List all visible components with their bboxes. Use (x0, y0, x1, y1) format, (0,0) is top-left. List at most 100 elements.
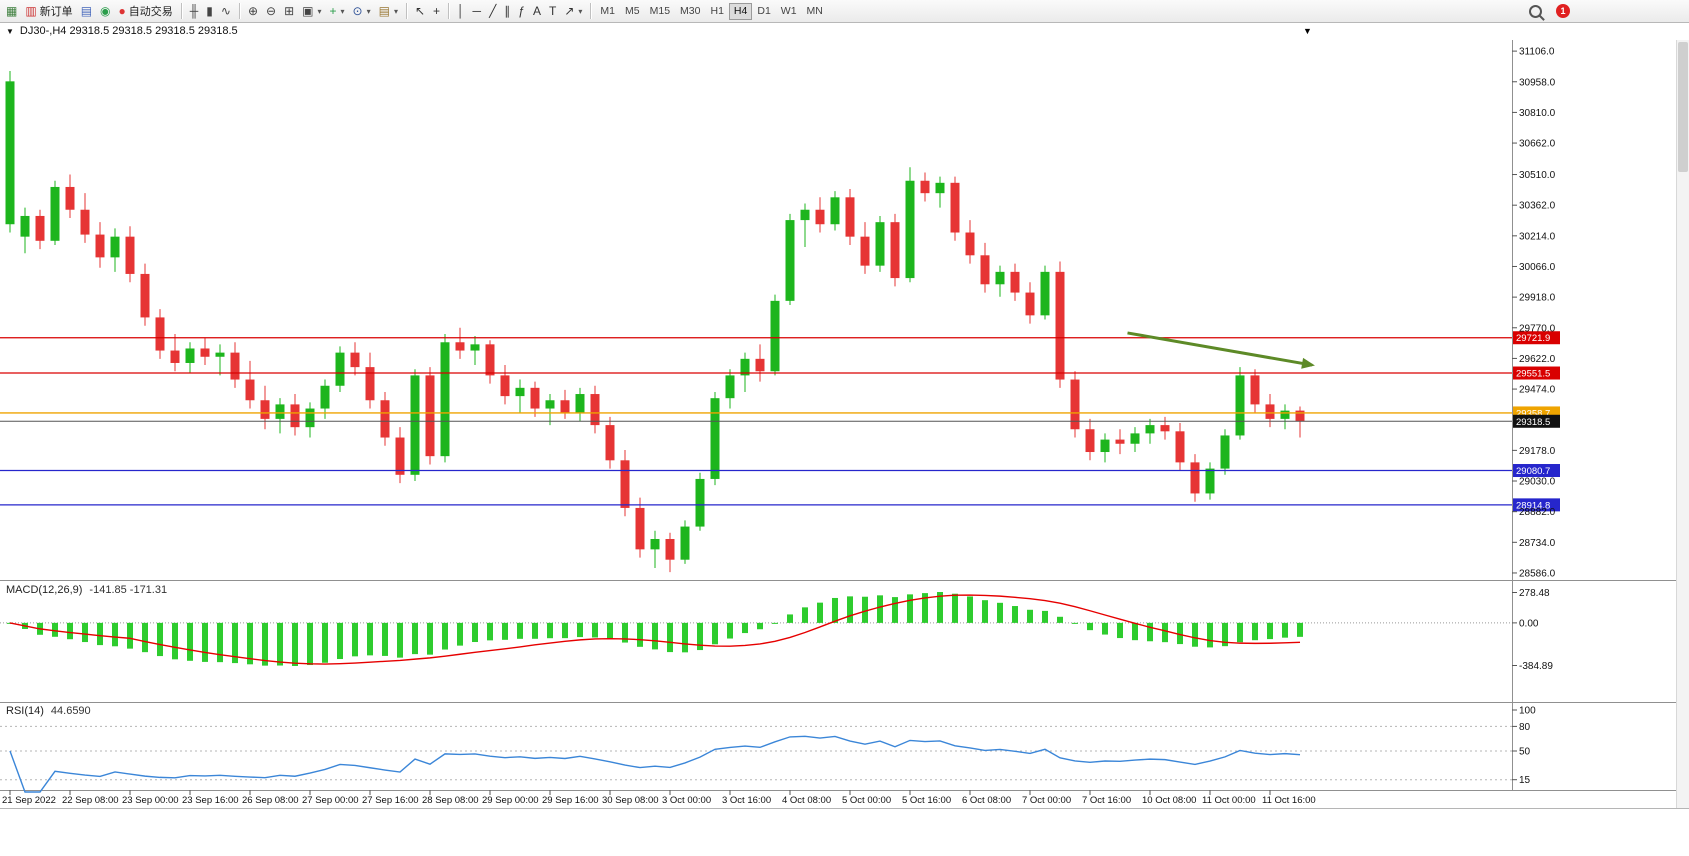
add-indicator-icon: + (329, 4, 337, 18)
notification-badge[interactable]: 1 (1556, 4, 1570, 18)
macd-histogram-bar (397, 622, 403, 658)
macd-histogram-bar (142, 622, 148, 653)
add-indicator-button-dropdown-icon[interactable]: ▾ (340, 6, 345, 16)
macd-histogram-bar (502, 622, 508, 640)
period-button-dropdown-icon[interactable]: ▾ (366, 6, 371, 16)
price-tag (1513, 331, 1560, 345)
candle-body (140, 273, 150, 318)
zoom-in-button[interactable]: ⊕ (244, 2, 262, 20)
candlestick-chart-button[interactable]: ▮ (202, 2, 217, 20)
equidistant-channel-button[interactable]: ∥ (500, 2, 514, 20)
candle-body (65, 186, 75, 210)
autotrading-button[interactable]: ● 自动交易 (115, 2, 177, 20)
candle-body (1070, 379, 1080, 430)
macd-histogram-bar (847, 596, 853, 623)
macd-histogram-bar (1252, 622, 1258, 641)
vertical-scrollbar-thumb[interactable] (1678, 42, 1688, 172)
arrows-button-dropdown-icon[interactable]: ▾ (578, 6, 583, 16)
market-watch-button[interactable]: ◉ (96, 2, 114, 20)
candle-body (1040, 271, 1050, 316)
candle-body (830, 197, 840, 225)
text-button[interactable]: A (529, 2, 545, 20)
timeframe-m5-button[interactable]: M5 (620, 3, 645, 20)
period-button[interactable]: ⊙ ▾ (349, 2, 375, 20)
timeframe-w1-button[interactable]: W1 (776, 3, 802, 20)
new-order-button[interactable]: ▥ 新订单 (21, 2, 76, 20)
candle-body (1010, 271, 1020, 293)
time-axis-label: 11 Oct 16:00 (1262, 795, 1316, 806)
candle-body (440, 342, 450, 457)
vertical-line-button[interactable]: │ (453, 2, 469, 20)
arrows-button[interactable]: ↗ ▾ (560, 2, 586, 20)
zoom-out-button[interactable]: ⊖ (262, 2, 280, 20)
macd-histogram-bar (532, 622, 538, 639)
zoom-in-icon: ⊕ (247, 4, 259, 18)
add-indicator-button[interactable]: + ▾ (326, 2, 349, 20)
price-axis-label: 30662.0 (1519, 139, 1556, 150)
line-chart-button[interactable]: ∿ (217, 2, 235, 20)
candle-body (260, 400, 270, 419)
profiles-button[interactable]: ▤ (77, 2, 96, 20)
template-button[interactable]: ▤ ▾ (375, 2, 402, 20)
rsi-label-text: RSI(14) (6, 705, 44, 717)
macd-scale-label: -384.89 (1519, 661, 1553, 672)
horizontal-line-button[interactable]: ─ (469, 2, 486, 20)
price-tag (1513, 414, 1560, 428)
chart-shift-marker-icon[interactable]: ▼ (1303, 26, 1312, 36)
timeframe-mn-button[interactable]: MN (802, 3, 828, 20)
time-axis-label: 6 Oct 08:00 (962, 795, 1011, 806)
timeframe-m30-button[interactable]: M30 (675, 3, 705, 20)
trendline-button[interactable]: ╱ (485, 2, 500, 20)
timeframe-h4-button[interactable]: H4 (728, 2, 753, 20)
macd-histogram-bar (802, 607, 808, 623)
macd-histogram-bar (592, 622, 598, 638)
price-axis-label: 30214.0 (1519, 231, 1556, 242)
candle-body (890, 222, 900, 279)
macd-histogram-bar (1087, 622, 1093, 631)
price-axis-label: 30958.0 (1519, 77, 1556, 88)
candle-body (875, 222, 885, 266)
tile-windows-button[interactable]: ⊞ (280, 2, 298, 20)
vertical-line-icon: │ (457, 4, 465, 18)
vertical-scrollbar[interactable] (1676, 40, 1689, 808)
candle-body (605, 425, 615, 461)
template-button-dropdown-icon[interactable]: ▾ (393, 6, 398, 16)
crosshair-button[interactable]: + (429, 2, 444, 20)
toolbar-separator (448, 3, 450, 19)
new-chart-icon: ▦ (6, 4, 18, 18)
macd-histogram-bar (1192, 622, 1198, 647)
trend-arrow-head[interactable] (1301, 357, 1315, 369)
macd-histogram-bar (457, 622, 463, 646)
macd-histogram-bar (67, 622, 73, 640)
time-axis-label: 5 Oct 00:00 (842, 795, 891, 806)
macd-histogram-bar (127, 622, 133, 649)
time-axis-label: 22 Sep 08:00 (62, 795, 119, 806)
candle-body (290, 404, 300, 428)
trendline-icon: ╱ (489, 4, 497, 18)
timeframe-m15-button[interactable]: M15 (645, 3, 675, 20)
cascade-windows-button[interactable]: ▣ ▾ (298, 2, 325, 20)
candle-body (665, 538, 675, 560)
timeframe-h1-button[interactable]: H1 (705, 3, 728, 20)
bar-chart-button[interactable]: ╫ (186, 2, 203, 20)
macd-histogram-bar (187, 622, 193, 661)
cursor-button[interactable]: ↖ (411, 2, 429, 20)
candle-body (800, 209, 810, 221)
candle-body (395, 437, 405, 475)
time-axis-label: 3 Oct 16:00 (722, 795, 771, 806)
fibonacci-button[interactable]: ƒ (514, 2, 529, 20)
toolbar-right: 1 (1529, 0, 1570, 22)
new-chart-button[interactable]: ▦ (2, 2, 21, 20)
timeframe-m1-button[interactable]: M1 (595, 3, 620, 20)
trend-arrow[interactable] (1127, 331, 1313, 367)
candle-body (905, 180, 915, 279)
price-axis-label: 28734.0 (1519, 538, 1556, 549)
macd-histogram-bar (112, 622, 118, 647)
cascade-windows-button-dropdown-icon[interactable]: ▾ (317, 6, 322, 16)
text-label-button[interactable]: T (545, 2, 560, 20)
chart-menu-triangle-icon[interactable]: ▼ (6, 26, 14, 36)
time-axis-label: 23 Sep 16:00 (182, 795, 239, 806)
timeframe-d1-button[interactable]: D1 (752, 3, 775, 20)
search-icon[interactable] (1529, 4, 1542, 18)
